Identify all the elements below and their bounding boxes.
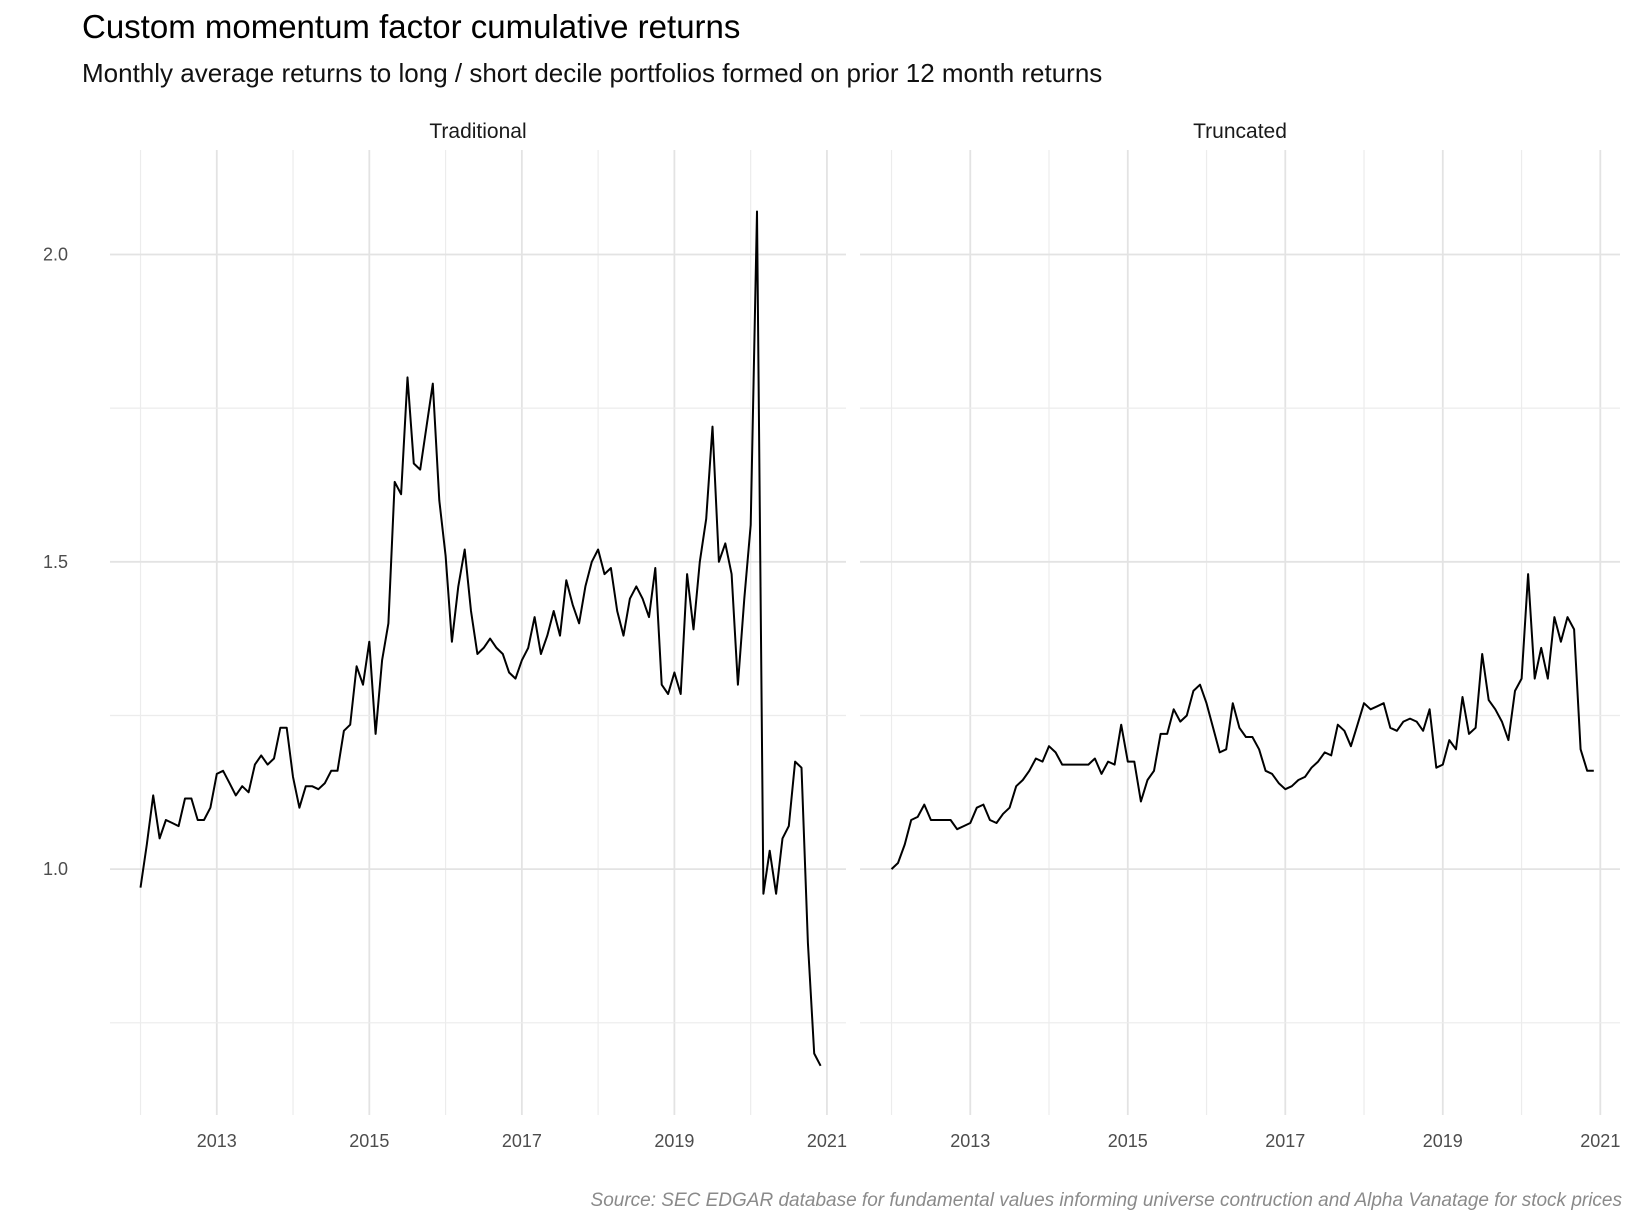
- panel-strip-label: Truncated: [1193, 120, 1287, 143]
- x-tick-label: 2021: [807, 1131, 847, 1151]
- chart-subtitle: Monthly average returns to long / short …: [82, 58, 1103, 88]
- x-tick-label: 2021: [1580, 1131, 1620, 1151]
- y-tick-label: 2.0: [43, 244, 68, 264]
- x-tick-label: 2013: [197, 1131, 237, 1151]
- y-tick-label: 1.0: [43, 859, 68, 879]
- panel-strip-label: Traditional: [429, 120, 526, 143]
- series-line-truncated: [890, 573, 1594, 870]
- x-tick-label: 2017: [1265, 1131, 1305, 1151]
- y-tick-label: 1.5: [43, 552, 68, 572]
- series-line-traditional: [139, 210, 822, 1067]
- chart-title: Custom momentum factor cumulative return…: [82, 8, 741, 45]
- x-tick-label: 2015: [349, 1131, 389, 1151]
- x-tick-label: 2019: [654, 1131, 694, 1151]
- x-tick-label: 2017: [502, 1131, 542, 1151]
- x-tick-label: 2015: [1108, 1131, 1148, 1151]
- x-tick-label: 2013: [950, 1131, 990, 1151]
- x-tick-label: 2019: [1423, 1131, 1463, 1151]
- chart-caption: Source: SEC EDGAR database for fundament…: [590, 1190, 1622, 1211]
